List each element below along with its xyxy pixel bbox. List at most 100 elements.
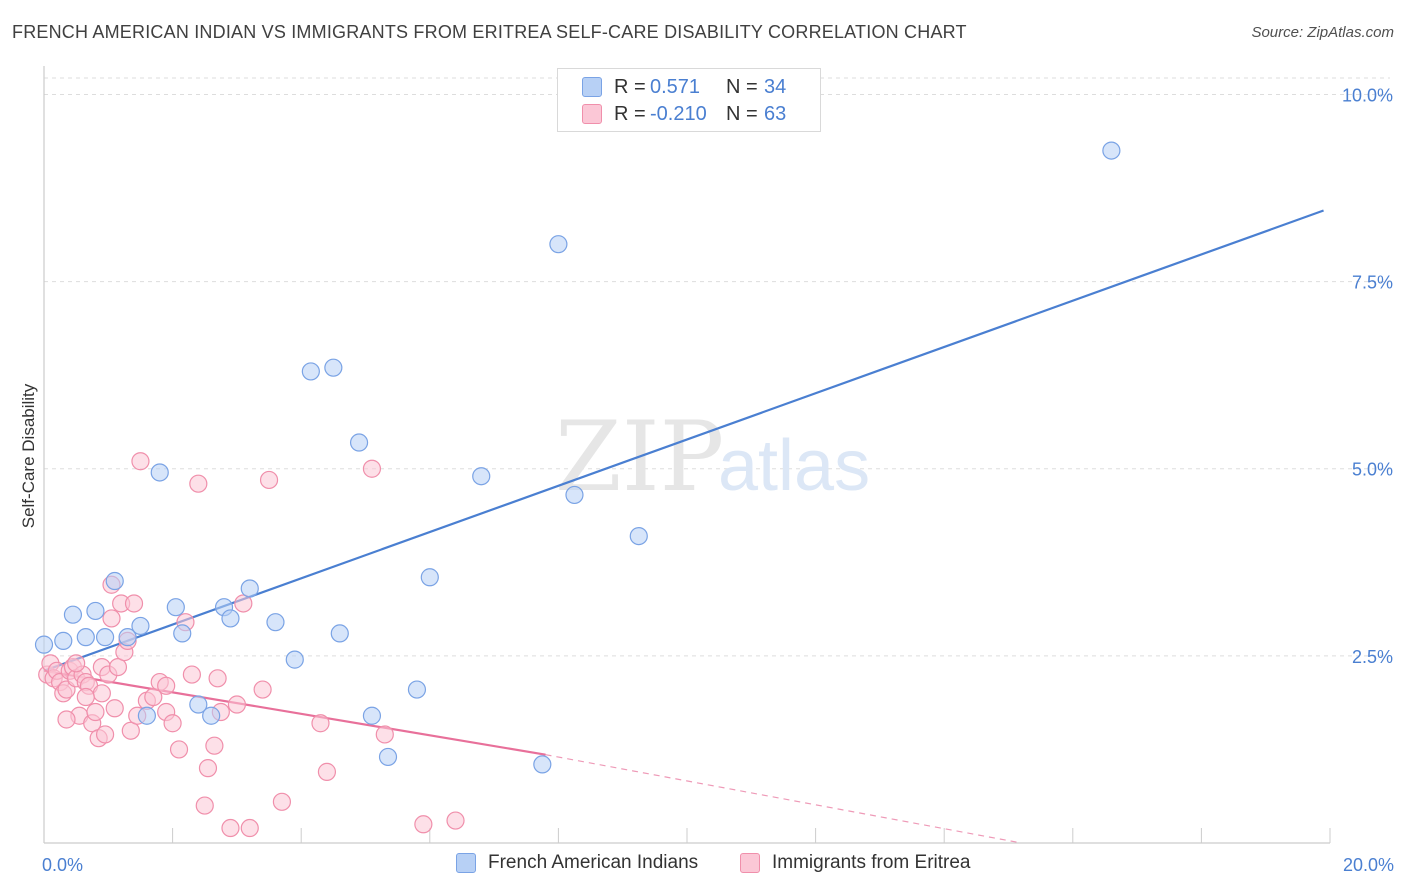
data-points [34, 141, 1121, 838]
n-label: N = [726, 75, 758, 98]
blue-swatch [582, 77, 602, 97]
stats-legend-row-blue: R = 0.571 N = 34 [582, 75, 786, 99]
point-french-american-indians [173, 624, 192, 643]
blue-swatch [456, 853, 476, 873]
point-immigrants-from-eritrea [92, 684, 111, 703]
chart-title: FRENCH AMERICAN INDIAN VS IMMIGRANTS FRO… [12, 22, 967, 42]
watermark-atlas: atlas [718, 426, 870, 506]
point-french-american-indians [407, 680, 427, 699]
point-immigrants-from-eritrea [234, 594, 253, 613]
legend-item-immigrants-from-eritrea: Immigrants from Eritrea [740, 852, 970, 874]
point-immigrants-from-eritrea [240, 818, 259, 838]
point-immigrants-from-eritrea [375, 725, 394, 744]
n-label: N = [726, 102, 758, 125]
point-french-american-indians [150, 463, 169, 482]
point-immigrants-from-eritrea [272, 792, 292, 811]
point-french-american-indians [629, 526, 648, 546]
r-label: R = [614, 102, 646, 125]
point-french-american-indians [63, 605, 83, 624]
point-french-american-indians [378, 747, 398, 767]
point-immigrants-from-eritrea [95, 725, 115, 744]
trend-line-immigrants-from-eritrea [43, 669, 546, 756]
point-french-american-indians [565, 485, 584, 505]
point-french-american-indians [34, 635, 54, 654]
point-immigrants-from-eritrea [253, 680, 272, 699]
y-axis-label-group: Self-Care Disability [19, 383, 38, 528]
trend-line-french-american-indians [43, 209, 1324, 672]
y-tick-label: 5.0% [1352, 460, 1393, 480]
point-french-american-indians [266, 613, 285, 632]
x-tick-label: 0.0% [42, 855, 83, 875]
point-french-american-indians [221, 609, 240, 628]
point-french-american-indians [189, 695, 208, 714]
point-immigrants-from-eritrea [227, 695, 246, 714]
point-immigrants-from-eritrea [311, 714, 330, 733]
point-french-american-indians [95, 628, 115, 647]
point-immigrants-from-eritrea [105, 699, 124, 718]
y-tick-label: 10.0% [1342, 85, 1393, 105]
point-immigrants-from-eritrea [157, 676, 176, 695]
n-value: 34 [764, 75, 787, 98]
y-tick-label: 7.5% [1352, 273, 1393, 293]
legend-label: French American Indians [488, 852, 699, 873]
r-label: R = [614, 75, 646, 98]
point-immigrants-from-eritrea [198, 759, 218, 778]
point-immigrants-from-eritrea [102, 609, 121, 628]
point-french-american-indians [285, 650, 304, 669]
point-immigrants-from-eritrea [76, 687, 95, 707]
trend-line-immigrants-from-eritrea-extension [545, 754, 1022, 844]
series-legend: French American Indians Immigrants from … [0, 852, 1406, 878]
point-french-american-indians [362, 706, 382, 725]
point-french-american-indians [86, 601, 105, 621]
point-immigrants-from-eritrea [195, 796, 214, 815]
point-immigrants-from-eritrea [414, 815, 433, 834]
point-immigrants-from-eritrea [317, 762, 337, 781]
point-french-american-indians [324, 358, 343, 377]
trend-lines [43, 209, 1324, 844]
point-immigrants-from-eritrea [67, 654, 86, 673]
axes [43, 66, 1331, 844]
pink-swatch [582, 104, 602, 124]
point-immigrants-from-eritrea [86, 702, 105, 722]
point-immigrants-from-eritrea [189, 474, 208, 493]
point-french-american-indians [131, 616, 150, 636]
point-immigrants-from-eritrea [121, 721, 140, 740]
watermark: ZIP atlas [555, 401, 870, 513]
point-french-american-indians [533, 755, 552, 774]
source-label: Source: ZipAtlas.com [1251, 24, 1394, 41]
point-french-american-indians [202, 706, 221, 725]
point-immigrants-from-eritrea [208, 669, 227, 688]
point-french-american-indians [330, 624, 349, 643]
point-immigrants-from-eritrea [446, 811, 465, 830]
r-value: 0.571 [650, 75, 701, 98]
point-immigrants-from-eritrea [163, 714, 182, 733]
point-immigrants-from-eritrea [108, 657, 128, 677]
point-french-american-indians [105, 571, 124, 591]
point-french-american-indians [1102, 141, 1121, 160]
tick-labels: 2.5% 5.0% 7.5% 10.0% 0.0% 20.0% [42, 85, 1394, 875]
point-french-american-indians [472, 467, 491, 486]
point-french-american-indians [240, 579, 259, 598]
point-immigrants-from-eritrea [182, 665, 201, 684]
stats-legend: R = 0.571 N = 34 R = -0.210 N = 63 [557, 68, 821, 132]
point-immigrants-from-eritrea [259, 470, 279, 490]
r-value: -0.210 [650, 102, 707, 125]
legend-item-french-american-indians: French American Indians [456, 852, 698, 874]
point-immigrants-from-eritrea [57, 710, 76, 729]
point-french-american-indians [76, 628, 95, 647]
legend-label: Immigrants from Eritrea [772, 852, 971, 873]
y-axis-label: Self-Care Disability [19, 383, 38, 528]
pink-swatch [740, 853, 760, 873]
point-immigrants-from-eritrea [221, 818, 240, 838]
point-immigrants-from-eritrea [124, 594, 144, 613]
point-french-american-indians [54, 631, 73, 650]
point-french-american-indians [118, 628, 137, 647]
point-immigrants-from-eritrea [131, 452, 150, 471]
point-immigrants-from-eritrea [169, 740, 189, 759]
stats-legend-row-pink: R = -0.210 N = 63 [582, 102, 786, 126]
point-immigrants-from-eritrea [144, 687, 163, 707]
point-french-american-indians [301, 362, 320, 381]
point-french-american-indians [549, 235, 568, 254]
point-immigrants-from-eritrea [362, 459, 382, 478]
